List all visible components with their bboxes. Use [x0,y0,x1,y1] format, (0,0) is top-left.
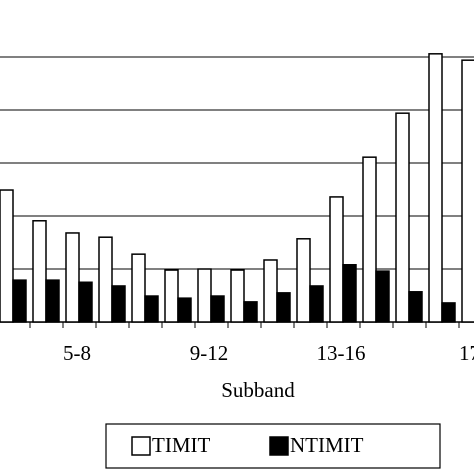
bar [32,220,47,323]
bar [263,259,278,323]
bar [461,59,474,323]
bar [375,270,390,323]
bar [210,295,225,323]
bar [197,268,212,323]
bar [164,269,179,323]
bar [98,236,113,323]
legend-swatch [131,436,151,456]
bar [395,112,410,323]
bar [144,295,159,323]
bar [441,302,456,323]
bar [12,279,27,323]
legend-label: TIMIT [152,433,210,457]
legend-label: NTIMIT [290,433,364,457]
bar [111,285,126,323]
bar [309,285,324,323]
bar [131,253,146,323]
legend-swatch [269,436,289,456]
x-tick-label: 17- [459,341,474,365]
bar [78,281,93,323]
x-axis-label: Subband [221,378,295,402]
x-tick-label: 5-8 [63,341,91,365]
bar [65,232,80,323]
bar [230,269,245,323]
bar [177,297,192,323]
x-tick-label: 9-12 [190,341,229,365]
bar [428,53,443,323]
bar [408,291,423,323]
bar [342,264,357,323]
bar [329,196,344,323]
bar [362,156,377,323]
bar [296,238,311,323]
bar [0,189,14,323]
bar [45,279,60,323]
x-tick-label: 13-16 [317,341,366,365]
bar [243,301,258,323]
bar [276,292,291,323]
